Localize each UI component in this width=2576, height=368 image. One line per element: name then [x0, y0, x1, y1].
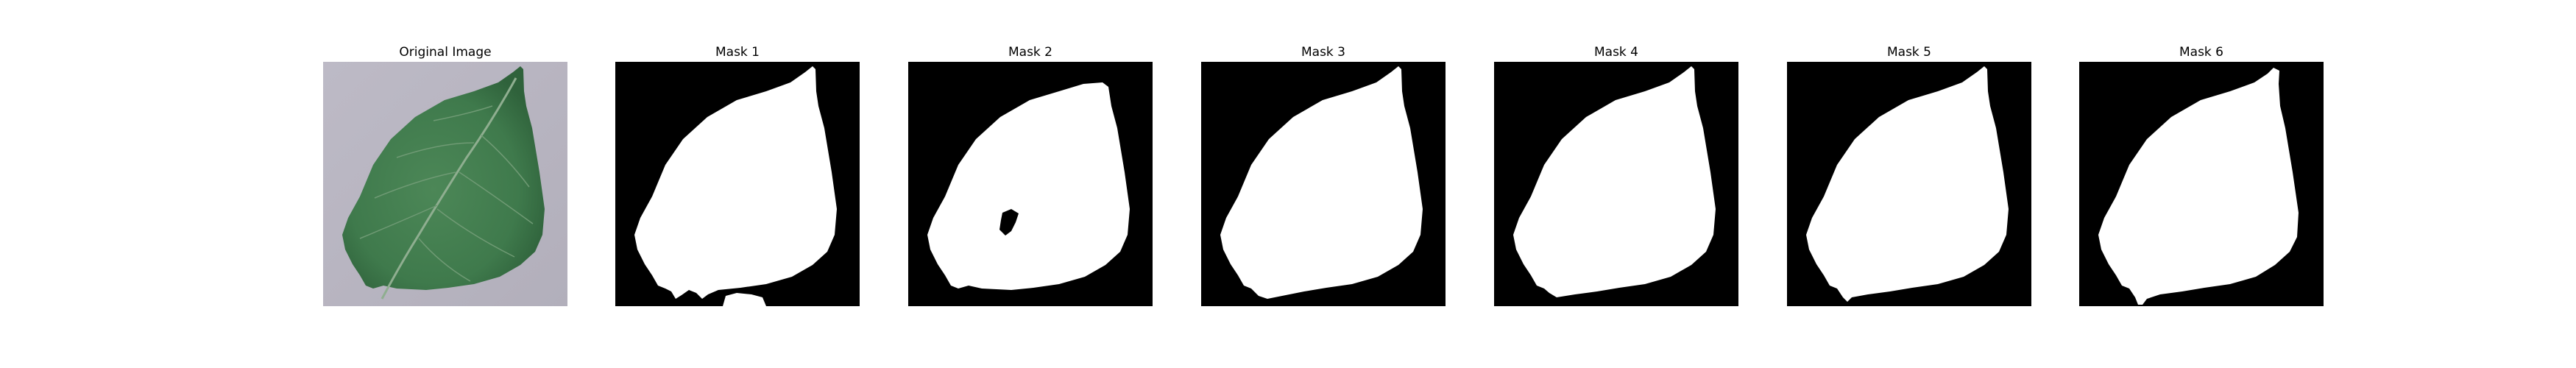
mask-foreground: [1806, 66, 2009, 302]
mask-foreground: [723, 293, 766, 306]
panel-mask-2: Mask 2: [908, 43, 1153, 306]
panel-original-image: Original Image: [323, 43, 567, 306]
leaf-vein: [418, 238, 471, 282]
leaf-vein: [396, 142, 475, 158]
mask-image: [2079, 62, 2324, 306]
leaf-vein: [459, 171, 534, 224]
panel-mask-5: Mask 5: [1787, 43, 2031, 306]
leaf-photo: [323, 62, 567, 306]
mask-image: [908, 62, 1153, 306]
mask-foreground: [1220, 66, 1423, 299]
panel-title: Mask 3: [1301, 45, 1345, 60]
leaf-midrib: [381, 77, 517, 300]
panel-mask-6: Mask 6: [2079, 43, 2324, 306]
mask-speck: [1404, 122, 1406, 127]
mask-image: [1787, 62, 2031, 306]
panel-title: Mask 5: [1886, 45, 1931, 60]
panel-title: Mask 4: [1593, 45, 1638, 60]
panel-title: Mask 2: [1008, 45, 1052, 60]
leaf-vein: [433, 105, 493, 121]
mask-foreground: [634, 66, 837, 299]
panel-mask-4: Mask 4: [1494, 43, 1738, 306]
leaf-blade: [342, 66, 545, 290]
mask-hole: [999, 209, 1019, 236]
panel-title: Mask 1: [715, 45, 760, 60]
mask-foreground: [2098, 68, 2299, 305]
panel-mask-3: Mask 3: [1201, 43, 1446, 306]
mask-foreground: [1513, 66, 1716, 297]
leaf-vein: [359, 205, 438, 239]
panel-title: Original Image: [399, 45, 492, 60]
leaf-vein: [374, 171, 456, 199]
mask-image: [1201, 62, 1446, 306]
mask-foreground: [927, 82, 1130, 290]
leaf-vein: [481, 135, 530, 188]
panel-title: Mask 6: [2179, 45, 2223, 60]
mask-image: [615, 62, 860, 306]
mask-image: [1494, 62, 1738, 306]
panel-mask-1: Mask 1: [615, 43, 860, 306]
leaf-vein: [436, 208, 515, 258]
mask-hole: [1989, 99, 1992, 102]
